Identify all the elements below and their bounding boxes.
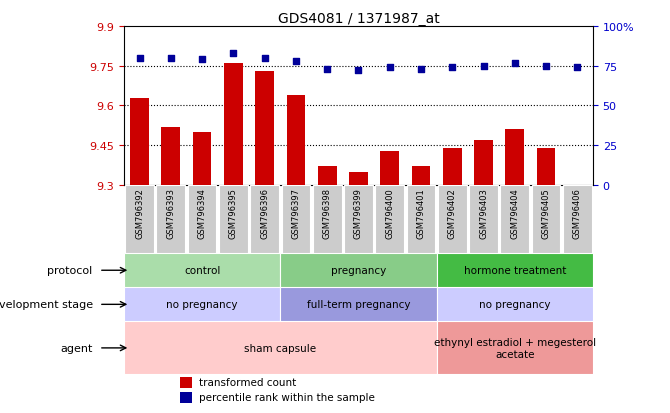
- Bar: [505, 130, 524, 185]
- Bar: [313, 185, 342, 254]
- Text: development stage: development stage: [0, 299, 92, 310]
- Bar: [411, 167, 430, 185]
- Text: GSM796404: GSM796404: [511, 188, 519, 238]
- Text: control: control: [184, 266, 220, 275]
- Point: [197, 57, 208, 64]
- Text: GSM796398: GSM796398: [323, 188, 332, 238]
- Text: no pregnancy: no pregnancy: [166, 299, 238, 310]
- Text: GSM796401: GSM796401: [417, 188, 425, 238]
- Text: no pregnancy: no pregnancy: [479, 299, 551, 310]
- Text: GSM796393: GSM796393: [166, 188, 176, 238]
- Bar: [219, 185, 248, 254]
- Point: [228, 50, 239, 57]
- Text: GSM796396: GSM796396: [260, 188, 269, 238]
- Bar: [224, 64, 243, 185]
- Text: pregnancy: pregnancy: [331, 266, 386, 275]
- Bar: [125, 185, 154, 254]
- Bar: [537, 149, 555, 185]
- Bar: [161, 127, 180, 185]
- Point: [541, 63, 551, 70]
- Bar: [124, 254, 280, 287]
- Bar: [474, 140, 493, 185]
- Text: GSM796397: GSM796397: [291, 188, 300, 238]
- Text: GSM796392: GSM796392: [135, 188, 144, 238]
- Point: [165, 55, 176, 62]
- Bar: [251, 185, 279, 254]
- Bar: [407, 185, 436, 254]
- Bar: [438, 185, 466, 254]
- Bar: [157, 185, 185, 254]
- Bar: [130, 98, 149, 185]
- Bar: [281, 185, 310, 254]
- Bar: [255, 72, 274, 185]
- Text: GSM796405: GSM796405: [541, 188, 551, 238]
- Point: [447, 65, 458, 71]
- Bar: [280, 254, 437, 287]
- Bar: [563, 185, 592, 254]
- Text: GSM796399: GSM796399: [354, 188, 363, 238]
- Point: [291, 59, 302, 65]
- Point: [259, 55, 270, 62]
- Point: [478, 63, 489, 70]
- Point: [415, 66, 426, 73]
- Bar: [437, 322, 593, 375]
- Point: [322, 66, 332, 73]
- Point: [385, 65, 395, 71]
- Text: GSM796403: GSM796403: [479, 188, 488, 238]
- Text: ethynyl estradiol + megesterol
acetate: ethynyl estradiol + megesterol acetate: [433, 337, 596, 359]
- Bar: [318, 167, 336, 185]
- Text: full-term pregnancy: full-term pregnancy: [307, 299, 410, 310]
- Text: GSM796400: GSM796400: [385, 188, 394, 238]
- Bar: [437, 254, 593, 287]
- Text: transformed count: transformed count: [199, 377, 296, 387]
- Text: percentile rank within the sample: percentile rank within the sample: [199, 392, 375, 403]
- Bar: [180, 377, 192, 388]
- Bar: [280, 287, 437, 322]
- Text: GSM796395: GSM796395: [229, 188, 238, 238]
- Bar: [500, 185, 529, 254]
- Text: GSM796394: GSM796394: [198, 188, 206, 238]
- Text: GSM796402: GSM796402: [448, 188, 457, 238]
- Text: hormone treatment: hormone treatment: [464, 266, 566, 275]
- Bar: [437, 287, 593, 322]
- Bar: [532, 185, 560, 254]
- Bar: [193, 133, 212, 185]
- Bar: [124, 287, 280, 322]
- Bar: [287, 96, 306, 185]
- Bar: [469, 185, 498, 254]
- Point: [353, 68, 364, 75]
- Text: GSM796406: GSM796406: [573, 188, 582, 238]
- Bar: [443, 149, 462, 185]
- Text: agent: agent: [60, 343, 92, 353]
- Text: protocol: protocol: [48, 266, 92, 275]
- Bar: [344, 185, 373, 254]
- Bar: [381, 151, 399, 185]
- Bar: [188, 185, 216, 254]
- Point: [572, 65, 583, 71]
- Text: sham capsule: sham capsule: [245, 343, 316, 353]
- Title: GDS4081 / 1371987_at: GDS4081 / 1371987_at: [277, 12, 440, 26]
- Bar: [349, 172, 368, 185]
- Point: [134, 55, 145, 62]
- Bar: [375, 185, 404, 254]
- Point: [509, 60, 520, 66]
- Bar: [180, 392, 192, 403]
- Bar: [124, 322, 437, 375]
